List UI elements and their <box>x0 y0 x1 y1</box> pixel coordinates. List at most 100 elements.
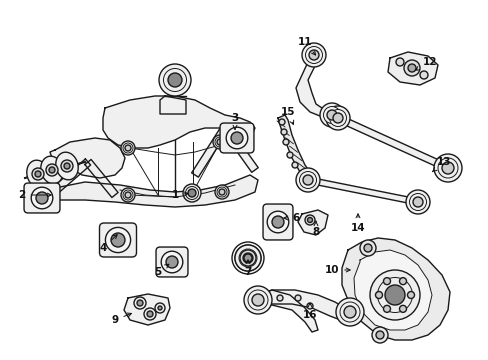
Circle shape <box>187 189 196 197</box>
Circle shape <box>134 297 146 309</box>
Circle shape <box>123 143 133 153</box>
Circle shape <box>306 303 312 309</box>
Text: 16: 16 <box>302 303 317 320</box>
Polygon shape <box>47 159 90 198</box>
Circle shape <box>235 245 261 271</box>
Text: 2: 2 <box>19 190 51 200</box>
Circle shape <box>161 251 183 273</box>
Polygon shape <box>50 138 125 178</box>
Polygon shape <box>85 159 118 198</box>
Polygon shape <box>50 175 258 207</box>
Circle shape <box>217 139 223 145</box>
Circle shape <box>323 107 340 123</box>
Circle shape <box>395 58 403 66</box>
Text: 9: 9 <box>111 313 131 325</box>
Circle shape <box>64 163 70 169</box>
Polygon shape <box>341 238 449 340</box>
Circle shape <box>137 300 142 306</box>
Circle shape <box>407 64 415 72</box>
Circle shape <box>231 242 264 274</box>
Circle shape <box>329 109 346 126</box>
Circle shape <box>123 190 133 200</box>
Circle shape <box>399 278 406 285</box>
Polygon shape <box>295 52 337 118</box>
Circle shape <box>271 216 284 228</box>
Circle shape <box>215 137 224 147</box>
Text: 3: 3 <box>231 113 238 129</box>
Circle shape <box>433 154 461 182</box>
Circle shape <box>31 187 53 209</box>
FancyBboxPatch shape <box>156 247 187 277</box>
Circle shape <box>305 46 322 63</box>
Polygon shape <box>251 290 317 332</box>
Circle shape <box>437 158 457 178</box>
Text: 5: 5 <box>154 264 168 277</box>
Circle shape <box>247 290 267 310</box>
Circle shape <box>403 60 419 76</box>
Circle shape <box>219 189 224 195</box>
Polygon shape <box>124 294 170 325</box>
FancyBboxPatch shape <box>220 123 253 153</box>
Circle shape <box>407 292 414 298</box>
Text: 13: 13 <box>431 157 450 172</box>
Circle shape <box>419 71 427 79</box>
FancyBboxPatch shape <box>263 204 292 240</box>
Circle shape <box>377 278 412 312</box>
Circle shape <box>213 135 226 149</box>
Circle shape <box>46 164 58 176</box>
Circle shape <box>36 192 48 204</box>
Text: 7: 7 <box>244 260 251 277</box>
Circle shape <box>158 306 162 310</box>
Circle shape <box>215 185 228 199</box>
Circle shape <box>399 305 406 312</box>
Circle shape <box>375 331 383 339</box>
FancyBboxPatch shape <box>99 223 136 257</box>
Text: 12: 12 <box>414 57 436 70</box>
Circle shape <box>276 295 283 301</box>
Circle shape <box>235 245 261 271</box>
Polygon shape <box>353 250 431 330</box>
Circle shape <box>266 211 288 233</box>
Circle shape <box>155 303 164 313</box>
Circle shape <box>185 186 198 199</box>
Circle shape <box>325 106 349 130</box>
Circle shape <box>168 73 182 87</box>
Polygon shape <box>221 126 258 172</box>
Ellipse shape <box>56 152 78 180</box>
Polygon shape <box>297 210 327 235</box>
Circle shape <box>299 171 316 189</box>
Circle shape <box>302 43 325 67</box>
Ellipse shape <box>27 160 49 188</box>
Circle shape <box>239 249 257 267</box>
Circle shape <box>230 132 243 144</box>
Circle shape <box>343 306 355 318</box>
Polygon shape <box>387 52 437 85</box>
Circle shape <box>125 145 131 151</box>
Text: 8: 8 <box>312 221 319 237</box>
Circle shape <box>121 188 135 202</box>
FancyBboxPatch shape <box>24 183 60 213</box>
Circle shape <box>335 298 363 326</box>
Circle shape <box>291 162 297 168</box>
Text: 10: 10 <box>324 265 349 275</box>
Circle shape <box>226 127 247 149</box>
Circle shape <box>283 139 288 145</box>
Circle shape <box>111 233 125 247</box>
Polygon shape <box>103 96 254 148</box>
Circle shape <box>244 286 271 314</box>
Circle shape <box>49 167 55 173</box>
Circle shape <box>303 175 312 185</box>
Circle shape <box>363 244 371 252</box>
Text: 1: 1 <box>171 190 188 200</box>
Circle shape <box>165 256 178 268</box>
Circle shape <box>326 110 336 120</box>
Circle shape <box>405 190 429 214</box>
Circle shape <box>147 311 153 317</box>
Circle shape <box>105 228 130 253</box>
Circle shape <box>35 171 41 177</box>
Circle shape <box>319 103 343 127</box>
Circle shape <box>159 64 191 96</box>
Circle shape <box>279 119 285 125</box>
Polygon shape <box>191 126 228 177</box>
Circle shape <box>412 197 422 207</box>
